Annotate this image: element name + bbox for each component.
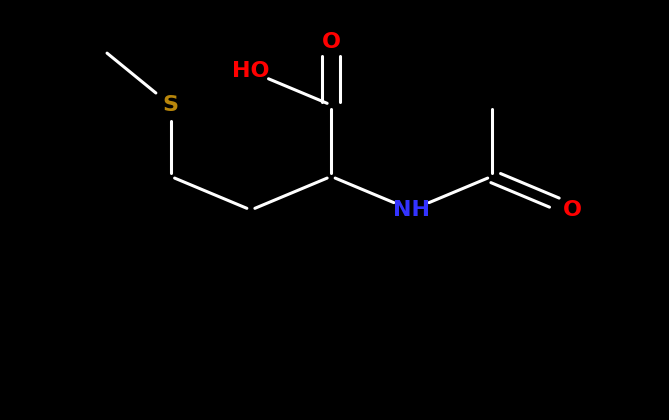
Text: O: O: [563, 200, 581, 220]
Text: HO: HO: [232, 61, 270, 81]
Text: S: S: [163, 95, 179, 115]
Text: NH: NH: [393, 200, 430, 220]
Text: O: O: [322, 32, 341, 52]
